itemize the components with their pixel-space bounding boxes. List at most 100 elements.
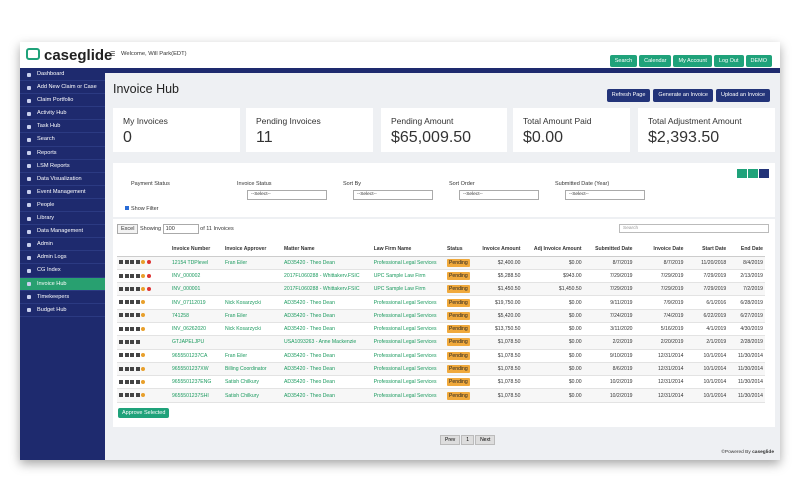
- menu-item[interactable]: Invoice Hub: [20, 277, 105, 291]
- row-icon[interactable]: [135, 366, 140, 371]
- row-icon[interactable]: [124, 273, 129, 278]
- header-button[interactable]: My Account: [673, 55, 712, 67]
- header-button[interactable]: Calendar: [639, 55, 672, 67]
- column-header[interactable]: Submitted Date: [583, 243, 635, 257]
- header-button[interactable]: Search: [609, 55, 638, 67]
- row-icon[interactable]: [135, 379, 140, 384]
- row-icon[interactable]: [119, 313, 123, 318]
- row-icon[interactable]: [135, 260, 140, 265]
- column-header[interactable]: End Date: [728, 243, 765, 257]
- page-button[interactable]: 1: [461, 435, 475, 445]
- row-icon[interactable]: [146, 273, 151, 278]
- menu-item[interactable]: LSM Reports: [20, 160, 105, 173]
- row-icon[interactable]: [141, 286, 145, 291]
- show-filter[interactable]: Show Filter: [125, 206, 159, 212]
- menu-item[interactable]: Budget Hub: [20, 304, 105, 317]
- row-icon[interactable]: [119, 326, 123, 331]
- column-header[interactable]: Invoice Number: [169, 243, 223, 257]
- menu-item[interactable]: Add New Claim or Case: [20, 81, 105, 95]
- table-cell[interactable]: INV_000002: [169, 269, 223, 284]
- menu-item[interactable]: People: [20, 199, 105, 213]
- column-header[interactable]: Invoice Date: [634, 243, 686, 257]
- row-icon[interactable]: [119, 340, 123, 345]
- row-icon[interactable]: [130, 313, 134, 318]
- table-cell[interactable]: 9655501237SHI: [169, 388, 223, 403]
- column-header[interactable]: Start Date: [685, 243, 729, 257]
- print-icon[interactable]: [748, 169, 758, 178]
- row-icon[interactable]: [141, 379, 145, 384]
- action-button[interactable]: Generate an Invoice: [653, 89, 713, 102]
- row-icon[interactable]: [124, 379, 129, 384]
- row-icon[interactable]: [135, 286, 140, 291]
- menu-item[interactable]: Reports: [20, 147, 105, 160]
- menu-item[interactable]: Task Hub: [20, 120, 105, 134]
- menu-item[interactable]: Claim Portfolio: [20, 94, 105, 108]
- row-icon[interactable]: [119, 353, 123, 358]
- row-icon[interactable]: [130, 273, 134, 278]
- menu-item[interactable]: Search: [20, 133, 105, 147]
- row-icon[interactable]: [130, 379, 134, 384]
- row-icon[interactable]: [135, 313, 140, 318]
- menu-item[interactable]: Timekeepers: [20, 291, 105, 304]
- row-icon[interactable]: [124, 260, 129, 265]
- column-header[interactable]: Status: [445, 243, 474, 257]
- row-icon[interactable]: [124, 393, 129, 398]
- row-icon[interactable]: [124, 366, 129, 371]
- save-icon[interactable]: [737, 169, 747, 178]
- table-cell[interactable]: 9655501237ENG: [169, 375, 223, 390]
- row-icon[interactable]: [141, 300, 145, 305]
- search-input[interactable]: Search: [619, 224, 769, 233]
- page-size[interactable]: 100: [162, 224, 199, 234]
- row-icon[interactable]: [124, 340, 129, 345]
- row-icon[interactable]: [135, 353, 140, 358]
- edit-icon[interactable]: [759, 169, 769, 178]
- table-cell[interactable]: INV_000001: [169, 282, 223, 297]
- filter-select[interactable]: --Select--: [353, 190, 433, 200]
- table-cell[interactable]: 12154 TDPlevel: [169, 256, 223, 270]
- filter-select[interactable]: --Select--: [565, 190, 645, 200]
- row-icon[interactable]: [141, 260, 145, 265]
- row-icon[interactable]: [130, 326, 134, 331]
- column-header[interactable]: Matter Name: [282, 243, 372, 257]
- table-cell[interactable]: INV_06262020: [169, 322, 223, 337]
- row-icon[interactable]: [130, 366, 134, 371]
- filter-select[interactable]: --Select--: [459, 190, 539, 200]
- header-button[interactable]: DEMO: [745, 55, 772, 67]
- row-icon[interactable]: [146, 260, 151, 265]
- column-header[interactable]: Invoice Approver: [222, 243, 283, 257]
- column-header[interactable]: Invoice Amount: [473, 243, 523, 257]
- page-button[interactable]: Prev: [440, 435, 461, 445]
- row-icon[interactable]: [135, 273, 140, 278]
- column-header[interactable]: Law Firm Name: [371, 243, 446, 257]
- row-icon[interactable]: [119, 393, 123, 398]
- row-icon[interactable]: [141, 353, 145, 358]
- row-icon[interactable]: [141, 313, 145, 318]
- row-icon[interactable]: [135, 340, 140, 345]
- column-header[interactable]: Adj Invoice Amount: [522, 243, 584, 257]
- row-icon[interactable]: [135, 393, 140, 398]
- row-icon[interactable]: [119, 273, 123, 278]
- menu-item[interactable]: Event Management: [20, 186, 105, 199]
- row-icon[interactable]: [124, 300, 129, 305]
- action-button[interactable]: Refresh Page: [606, 89, 651, 102]
- menu-item[interactable]: Library: [20, 212, 105, 226]
- row-icon[interactable]: [130, 260, 134, 265]
- menu-item[interactable]: Activity Hub: [20, 107, 105, 121]
- row-icon[interactable]: [130, 286, 134, 291]
- row-icon[interactable]: [119, 260, 123, 265]
- header-button[interactable]: Log Out: [713, 55, 744, 67]
- row-icon[interactable]: [119, 379, 123, 384]
- row-icon[interactable]: [119, 300, 123, 305]
- table-cell[interactable]: INV_07112019: [169, 295, 223, 310]
- menu-item[interactable]: Dashboard: [20, 68, 105, 82]
- row-icon[interactable]: [130, 393, 134, 398]
- menu-item[interactable]: Data Visualization: [20, 173, 105, 186]
- table-cell[interactable]: 9655501237XW: [169, 362, 223, 377]
- row-icon[interactable]: [141, 273, 145, 278]
- row-icon[interactable]: [141, 366, 145, 371]
- approve-button[interactable]: Approve Selected: [118, 408, 170, 418]
- row-icon[interactable]: [130, 353, 134, 358]
- row-icon[interactable]: [130, 300, 134, 305]
- table-cell[interactable]: 9655501237CA: [169, 349, 223, 363]
- menu-item[interactable]: CG Index: [20, 264, 105, 278]
